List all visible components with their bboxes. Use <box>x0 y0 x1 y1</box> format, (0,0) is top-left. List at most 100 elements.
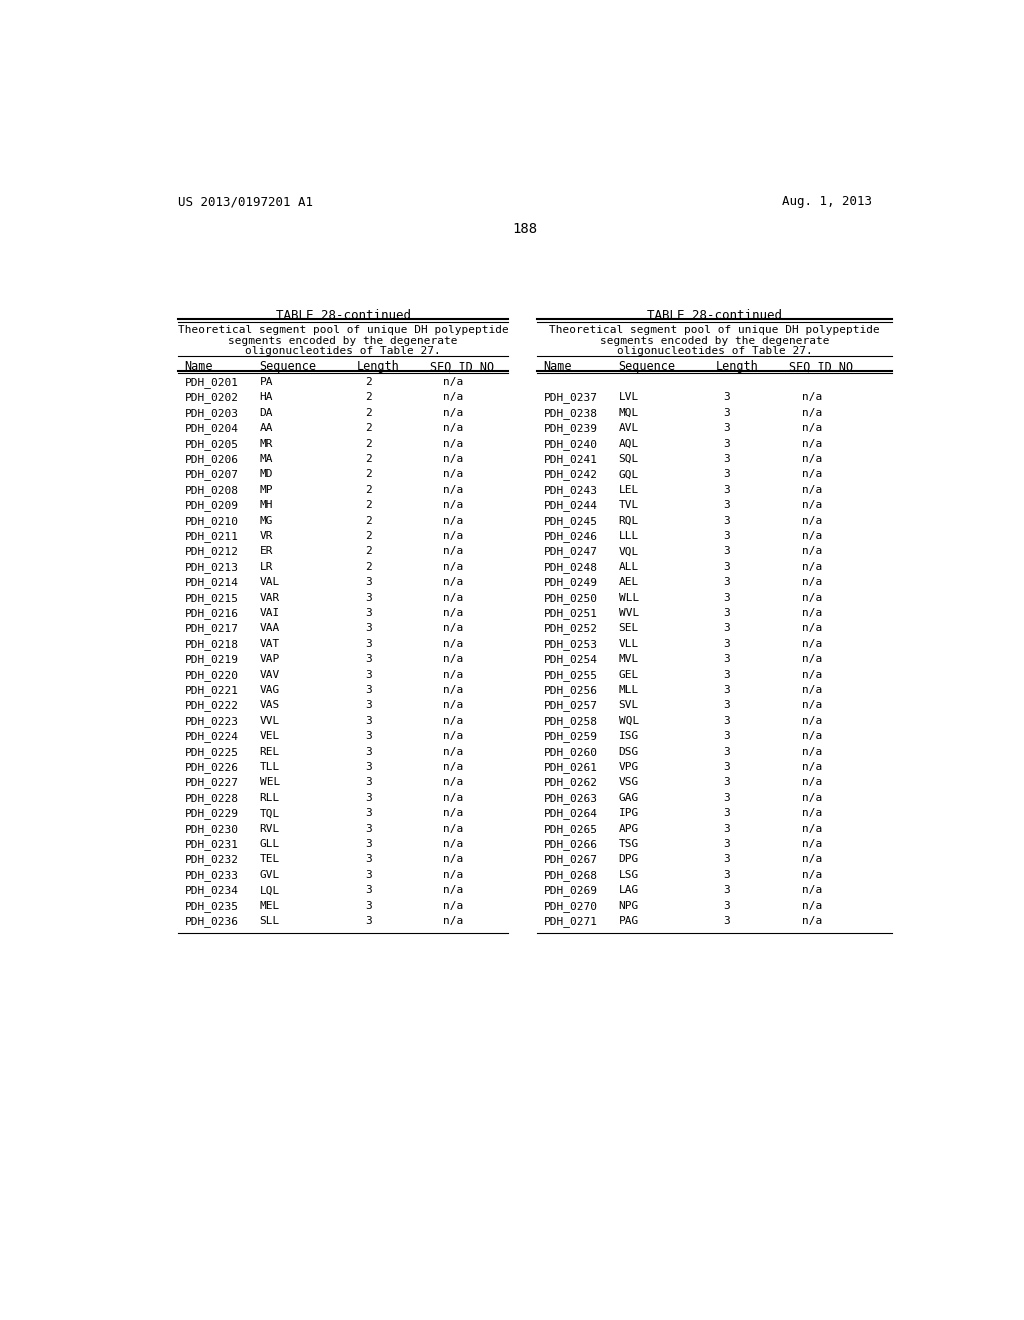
Text: n/a: n/a <box>443 655 464 664</box>
Text: PDH_0220: PDH_0220 <box>184 669 239 681</box>
Text: n/a: n/a <box>802 562 822 572</box>
Text: NPG: NPG <box>618 900 639 911</box>
Text: 2: 2 <box>365 500 372 511</box>
Text: PDH_0268: PDH_0268 <box>544 870 597 880</box>
Text: PDH_0256: PDH_0256 <box>544 685 597 696</box>
Text: 3: 3 <box>365 623 372 634</box>
Text: PDH_0254: PDH_0254 <box>544 655 597 665</box>
Text: 3: 3 <box>365 886 372 895</box>
Text: WLL: WLL <box>618 593 639 603</box>
Text: PDH_0248: PDH_0248 <box>544 562 597 573</box>
Text: 3: 3 <box>724 438 730 449</box>
Text: PDH_0228: PDH_0228 <box>184 793 239 804</box>
Text: DPG: DPG <box>618 854 639 865</box>
Text: 3: 3 <box>365 731 372 742</box>
Text: PDH_0238: PDH_0238 <box>544 408 597 418</box>
Text: n/a: n/a <box>802 655 822 664</box>
Text: WEL: WEL <box>260 777 280 788</box>
Text: Theoretical segment pool of unique DH polypeptide: Theoretical segment pool of unique DH po… <box>549 326 880 335</box>
Text: n/a: n/a <box>443 484 464 495</box>
Text: TLL: TLL <box>260 762 280 772</box>
Text: 3: 3 <box>365 577 372 587</box>
Text: 2: 2 <box>365 531 372 541</box>
Text: n/a: n/a <box>443 762 464 772</box>
Text: AEL: AEL <box>618 577 639 587</box>
Text: 3: 3 <box>365 609 372 618</box>
Text: ALL: ALL <box>618 562 639 572</box>
Text: n/a: n/a <box>443 870 464 880</box>
Text: PDH_0221: PDH_0221 <box>184 685 239 696</box>
Text: 3: 3 <box>724 870 730 880</box>
Text: 3: 3 <box>724 886 730 895</box>
Text: TVL: TVL <box>618 500 639 511</box>
Text: 3: 3 <box>724 484 730 495</box>
Text: n/a: n/a <box>802 454 822 465</box>
Text: RVL: RVL <box>260 824 280 834</box>
Text: VEL: VEL <box>260 731 280 742</box>
Text: PDH_0225: PDH_0225 <box>184 747 239 758</box>
Text: PDH_0251: PDH_0251 <box>544 609 597 619</box>
Text: 3: 3 <box>724 577 730 587</box>
Text: 3: 3 <box>724 731 730 742</box>
Text: DSG: DSG <box>618 747 639 756</box>
Text: PDH_0209: PDH_0209 <box>184 500 239 511</box>
Text: 3: 3 <box>724 900 730 911</box>
Text: n/a: n/a <box>802 500 822 511</box>
Text: 3: 3 <box>365 762 372 772</box>
Text: IPG: IPG <box>618 808 639 818</box>
Text: US 2013/0197201 A1: US 2013/0197201 A1 <box>178 195 313 209</box>
Text: 3: 3 <box>724 701 730 710</box>
Text: n/a: n/a <box>802 669 822 680</box>
Text: 2: 2 <box>365 424 372 433</box>
Text: n/a: n/a <box>802 840 822 849</box>
Text: PDH_0222: PDH_0222 <box>184 701 239 711</box>
Text: n/a: n/a <box>802 438 822 449</box>
Text: 3: 3 <box>365 900 372 911</box>
Text: n/a: n/a <box>443 639 464 649</box>
Text: Length: Length <box>716 360 758 374</box>
Text: PDH_0258: PDH_0258 <box>544 715 597 727</box>
Text: PDH_0240: PDH_0240 <box>544 438 597 450</box>
Text: PDH_0267: PDH_0267 <box>544 854 597 866</box>
Text: PDH_0214: PDH_0214 <box>184 577 239 589</box>
Text: 3: 3 <box>724 408 730 418</box>
Text: TSG: TSG <box>618 840 639 849</box>
Text: PDH_0270: PDH_0270 <box>544 900 597 912</box>
Text: n/a: n/a <box>802 777 822 788</box>
Text: 3: 3 <box>365 669 372 680</box>
Text: n/a: n/a <box>802 854 822 865</box>
Text: ISG: ISG <box>618 731 639 742</box>
Text: SQL: SQL <box>618 454 639 465</box>
Text: n/a: n/a <box>443 916 464 927</box>
Text: n/a: n/a <box>443 669 464 680</box>
Text: n/a: n/a <box>443 562 464 572</box>
Text: PDH_0262: PDH_0262 <box>544 777 597 788</box>
Text: n/a: n/a <box>443 424 464 433</box>
Text: PDH_0265: PDH_0265 <box>544 824 597 834</box>
Text: n/a: n/a <box>443 685 464 696</box>
Text: 2: 2 <box>365 454 372 465</box>
Text: n/a: n/a <box>443 777 464 788</box>
Text: LQL: LQL <box>260 886 280 895</box>
Text: PDH_0255: PDH_0255 <box>544 669 597 681</box>
Text: n/a: n/a <box>802 392 822 403</box>
Text: PDH_0219: PDH_0219 <box>184 655 239 665</box>
Text: 3: 3 <box>365 824 372 834</box>
Text: 3: 3 <box>724 685 730 696</box>
Text: PAG: PAG <box>618 916 639 927</box>
Text: VAG: VAG <box>260 685 280 696</box>
Text: 2: 2 <box>365 516 372 525</box>
Text: 3: 3 <box>724 424 730 433</box>
Text: MA: MA <box>260 454 273 465</box>
Text: PDH_0252: PDH_0252 <box>544 623 597 635</box>
Text: PDH_0210: PDH_0210 <box>184 516 239 527</box>
Text: PDH_0239: PDH_0239 <box>544 424 597 434</box>
Text: AQL: AQL <box>618 438 639 449</box>
Text: 3: 3 <box>724 854 730 865</box>
Text: n/a: n/a <box>443 609 464 618</box>
Text: 3: 3 <box>365 854 372 865</box>
Text: PDH_0215: PDH_0215 <box>184 593 239 603</box>
Text: VAP: VAP <box>260 655 280 664</box>
Text: MR: MR <box>260 438 273 449</box>
Text: WVL: WVL <box>618 609 639 618</box>
